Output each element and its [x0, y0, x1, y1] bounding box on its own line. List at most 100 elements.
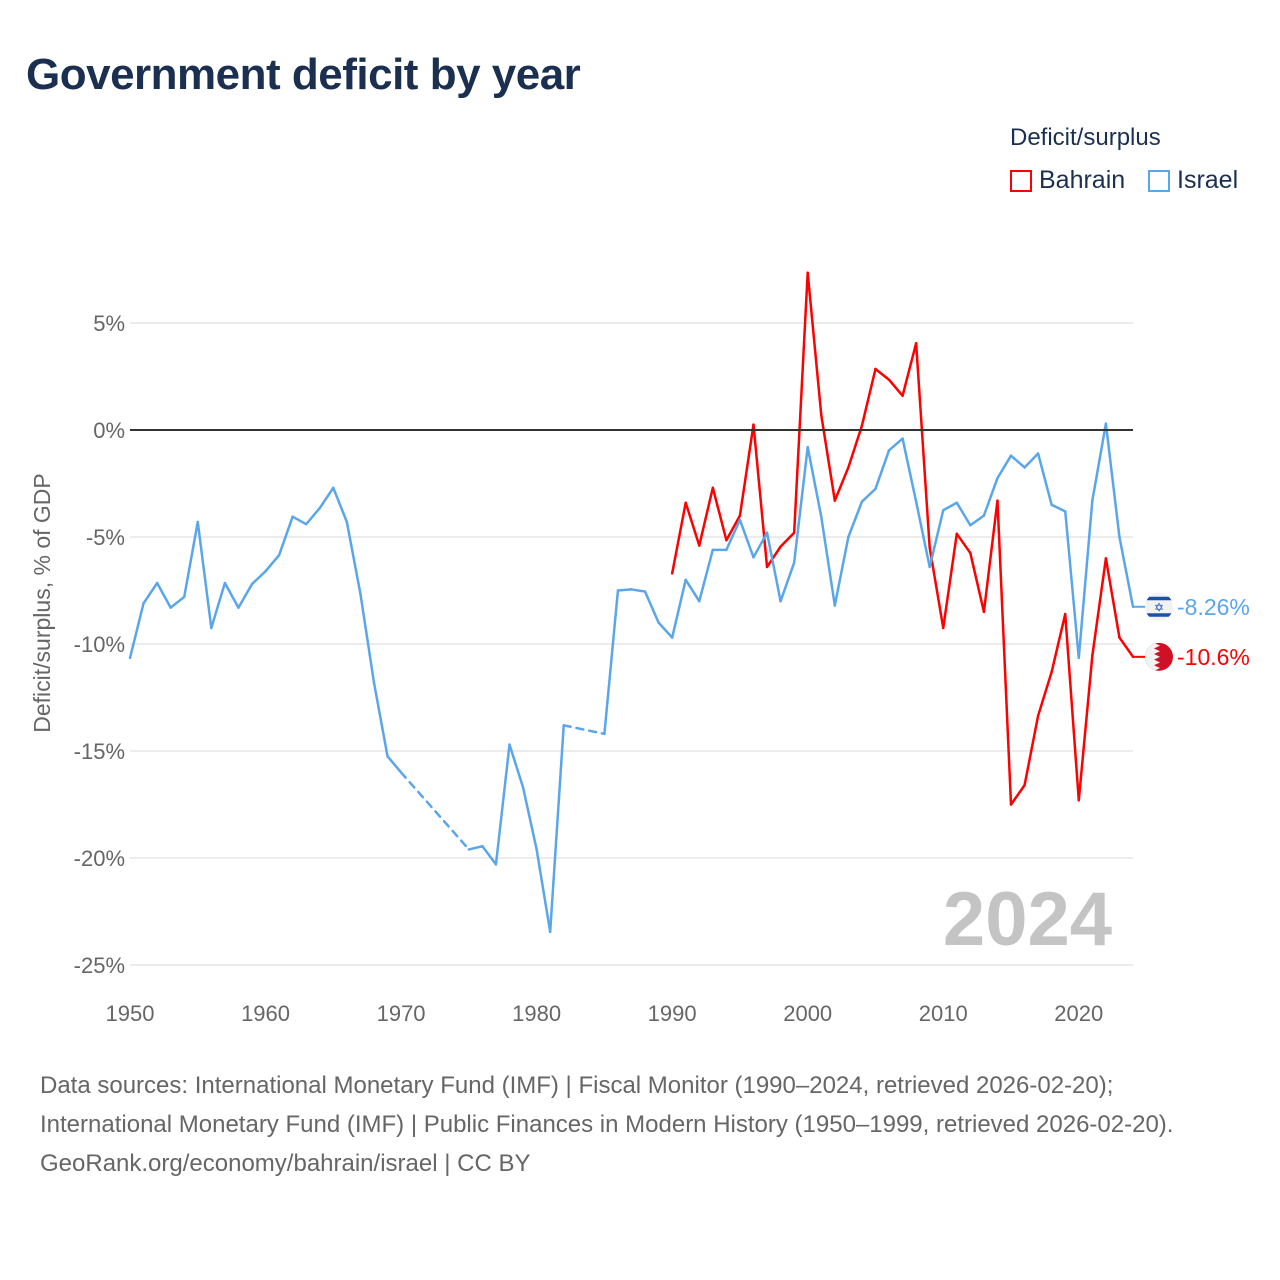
- series-segment-israel: [1077, 499, 1094, 660]
- series-segment-israel: [860, 487, 877, 503]
- legend-item-bahrain[interactable]: Bahrain: [1010, 166, 1125, 195]
- series-segment-israel: [548, 724, 565, 934]
- series-segment-israel: [169, 595, 186, 609]
- series-segment-israel: [955, 501, 972, 527]
- chart-title: Government deficit by year: [26, 50, 581, 99]
- series-segment-bahrain: [698, 486, 715, 547]
- series-segment-bahrain: [955, 532, 972, 555]
- series-segment-israel: [332, 486, 349, 524]
- series-segment-bahrain: [779, 531, 796, 548]
- series-segment-israel: [142, 581, 159, 605]
- series-segment-bahrain: [1036, 670, 1053, 717]
- series-segment-israel: [657, 621, 674, 639]
- series-segment-bahrain: [1118, 636, 1135, 659]
- series-segment-israel: [901, 437, 918, 503]
- series-segment-israel: [969, 514, 986, 527]
- series-segment-bahrain: [711, 486, 728, 542]
- series-segment-bahrain: [738, 423, 755, 517]
- series-segment-israel: [752, 531, 769, 559]
- series-segment-israel: [874, 449, 891, 491]
- series-segment-bahrain: [1063, 612, 1081, 802]
- series-segment-israel: [318, 486, 335, 510]
- series-segment-bahrain: [1104, 557, 1121, 639]
- series-segment-israel: [643, 590, 660, 624]
- series-segment-israel: [738, 518, 755, 559]
- series-segment-israel: [345, 520, 362, 595]
- year-watermark: 2024: [943, 877, 1112, 962]
- series-segment-bahrain: [792, 271, 809, 534]
- y-tick-label: 5%: [93, 311, 125, 336]
- series-segment-bahrain: [725, 514, 742, 542]
- series-segment-israel: [1050, 503, 1067, 513]
- series-segment-bahrain: [901, 342, 918, 398]
- series-segment-israel: [1118, 535, 1135, 609]
- series-segment-israel: [277, 515, 294, 557]
- y-tick-label: -15%: [74, 739, 125, 764]
- x-tick-label: 1980: [512, 1001, 561, 1026]
- series-segment-israel: [237, 582, 254, 609]
- series-segment-israel: [779, 561, 796, 603]
- series-segment-bahrain: [1009, 783, 1026, 806]
- series-segment-bahrain: [1091, 557, 1108, 658]
- series-segment-israel: [1036, 452, 1053, 507]
- y-tick-label: -5%: [86, 525, 125, 550]
- legend-item-israel[interactable]: Israel: [1148, 166, 1238, 195]
- x-tick-label: 1950: [106, 1001, 155, 1026]
- legend-title: Deficit/surplus: [1010, 124, 1161, 151]
- series-segment-israel: [616, 588, 633, 592]
- legend-label-israel: Israel: [1177, 166, 1239, 194]
- series-segment-israel: [304, 506, 322, 526]
- series-segment-bahrain: [833, 466, 850, 502]
- y-tick-label: -10%: [74, 632, 125, 657]
- legend-swatch-israel: [1148, 169, 1170, 192]
- series-segment-israel: [847, 500, 864, 539]
- series-segment-israel: [1063, 510, 1081, 660]
- line-chart: 2024 5% 0% -5% -10% -15% -20% -25% 1950 1960 1970 1…: [29, 271, 1250, 1026]
- series-segment-israel: [1091, 422, 1108, 502]
- svg-text:✡: ✡: [1154, 600, 1164, 614]
- series-segment-bahrain: [765, 545, 782, 569]
- series-segment-israel: [941, 501, 959, 512]
- x-tick-label: 2020: [1054, 1001, 1103, 1026]
- x-tick-label: 1970: [377, 1001, 426, 1026]
- series-segment-israel: [196, 520, 213, 630]
- series-segment-israel: [494, 743, 511, 866]
- series-segment-israel: [684, 578, 701, 603]
- series-segment-israel: [223, 581, 240, 609]
- series-segment-israel: [914, 500, 931, 569]
- series-segment-israel: [372, 681, 389, 758]
- series-segment-bahrain: [820, 413, 837, 502]
- series-segment-israel: [792, 445, 809, 564]
- x-tick-label: 1990: [648, 1001, 697, 1026]
- data-sources: Data sources: International Monetary Fun…: [40, 1072, 1174, 1138]
- series-segment-bahrain: [969, 551, 986, 614]
- series-segment-israel: [250, 569, 267, 586]
- series-segment-israel: [806, 445, 823, 518]
- series-segment-bahrain: [887, 378, 904, 398]
- series-segment-bahrain: [684, 501, 701, 547]
- series-segment-israel: [128, 602, 145, 660]
- series-segment-israel: [521, 786, 538, 851]
- series-segment-israel: [182, 520, 200, 599]
- series-segment-israel: [535, 848, 552, 934]
- end-label-bahrain: -10.6%: [1177, 644, 1250, 670]
- y-tick-label: 0%: [93, 418, 125, 443]
- series-segment-bahrain: [1077, 654, 1094, 802]
- series-segment-israel: [982, 476, 999, 517]
- y-tick-label: -20%: [74, 846, 125, 871]
- series-segment-israel: [1104, 422, 1121, 539]
- credit-link[interactable]: GeoRank.org/economy/bahrain/israel | CC …: [40, 1150, 531, 1177]
- series-segment-israel: [508, 743, 525, 789]
- series-segment-israel: [603, 589, 620, 736]
- y-axis-label: Deficit/surplus, % of GDP: [29, 473, 55, 732]
- legend-swatch-bahrain: [1010, 169, 1032, 192]
- series-segment-israel: [562, 724, 606, 736]
- series-segment-israel: [725, 518, 742, 552]
- series-segment-israel: [481, 844, 498, 866]
- series-segment-israel: [1009, 454, 1026, 469]
- series-segment-israel: [210, 581, 227, 630]
- end-label-israel: -8.26%: [1177, 594, 1250, 620]
- series-segment-bahrain: [941, 532, 959, 630]
- series-segment-bahrain: [752, 423, 769, 569]
- series-segment-israel: [887, 437, 904, 452]
